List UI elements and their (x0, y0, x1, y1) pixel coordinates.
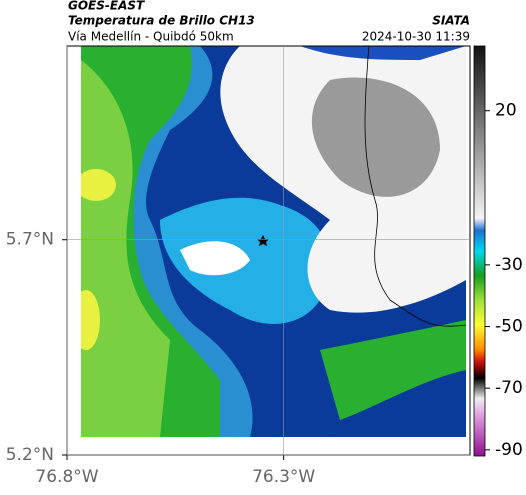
colorbar (473, 45, 486, 457)
timestamp: 2024-10-30 11:39 (362, 30, 470, 44)
x-tick-label: 76.3°W (252, 467, 315, 487)
satellite-image (81, 46, 466, 437)
x-tick-label: 76.8°W (35, 467, 98, 487)
colorbar-tick-label: 20 (495, 101, 517, 121)
colorbar-tick-label: -30 (495, 255, 523, 275)
colorbar-tick-label: -70 (495, 378, 523, 398)
colorbar-tick-label: -50 (495, 317, 523, 337)
source: GOES-EAST (68, 0, 145, 13)
colorbar-tick-label: -90 (495, 440, 523, 460)
y-tick-label: 5.7°N (6, 230, 54, 250)
route: Vía Medellín - Quibdó 50km (68, 30, 234, 44)
title: Temperatura de Brillo CH13 (68, 14, 255, 28)
station-marker (257, 235, 269, 246)
y-tick-label: 5.2°N (6, 445, 54, 465)
agency: SIATA (432, 14, 470, 28)
